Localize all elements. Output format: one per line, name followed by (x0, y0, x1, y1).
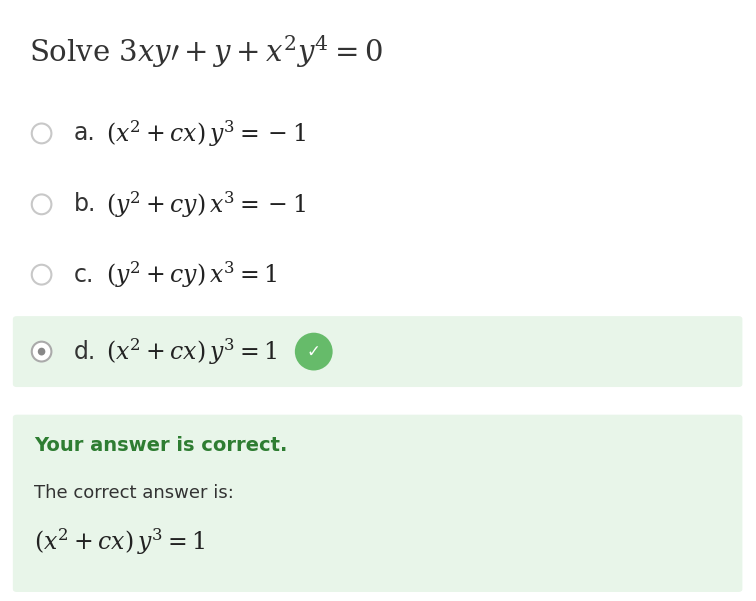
Text: d.: d. (74, 340, 96, 364)
FancyBboxPatch shape (13, 316, 742, 387)
FancyBboxPatch shape (13, 415, 742, 592)
Ellipse shape (295, 333, 333, 370)
Text: $(x^2 + cx)\, y^3 = 1$: $(x^2 + cx)\, y^3 = 1$ (106, 336, 277, 367)
Text: $(y^2 + cy)\, x^3 = 1$: $(y^2 + cy)\, x^3 = 1$ (106, 259, 277, 290)
Ellipse shape (32, 264, 51, 284)
Text: Solve $3xy\prime + y + x^2y^4 = 0$: Solve $3xy\prime + y + x^2y^4 = 0$ (29, 33, 383, 70)
Ellipse shape (32, 341, 51, 362)
Text: a.: a. (74, 121, 96, 145)
Ellipse shape (32, 123, 51, 143)
Ellipse shape (32, 194, 51, 214)
Text: b.: b. (74, 192, 97, 216)
Text: $(x^2 + cx)\, y^3 = 1$: $(x^2 + cx)\, y^3 = 1$ (34, 526, 205, 557)
Text: $(x^2 + cx)\, y^3 = -1$: $(x^2 + cx)\, y^3 = -1$ (106, 118, 305, 149)
Text: ✓: ✓ (307, 343, 321, 361)
Text: Your answer is correct.: Your answer is correct. (34, 436, 287, 455)
Ellipse shape (38, 347, 45, 355)
Text: The correct answer is:: The correct answer is: (34, 484, 234, 502)
Text: $(y^2 + cy)\, x^3 = -1$: $(y^2 + cy)\, x^3 = -1$ (106, 189, 305, 220)
Text: c.: c. (74, 263, 94, 287)
